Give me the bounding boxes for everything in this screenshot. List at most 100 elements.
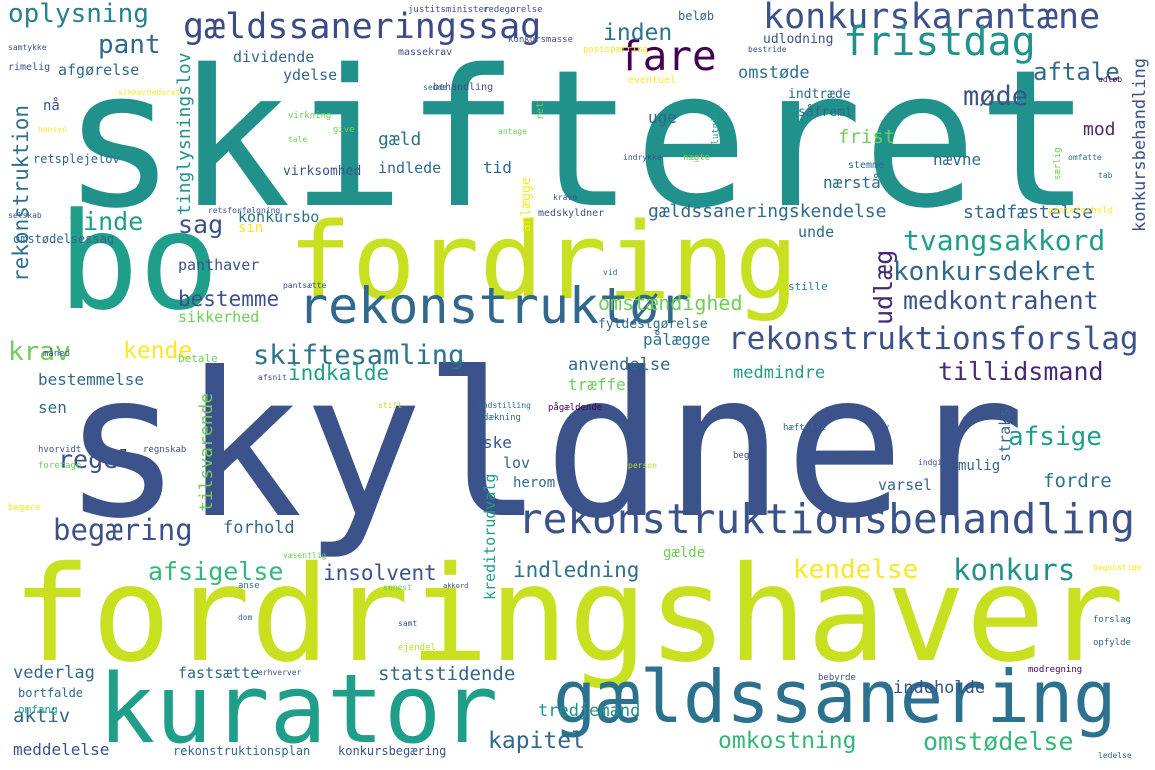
word: vederlag bbox=[13, 663, 95, 683]
word: virkning bbox=[288, 111, 331, 121]
word: postspærring bbox=[583, 45, 648, 55]
word: mod bbox=[1083, 119, 1116, 140]
word: ske bbox=[483, 433, 512, 452]
word: anse bbox=[238, 581, 260, 591]
word: bebyrde bbox=[818, 673, 856, 683]
word: forhold bbox=[223, 518, 295, 538]
word: konkursdekret bbox=[893, 257, 1097, 287]
word: kapitel bbox=[488, 728, 585, 754]
word: begunstige bbox=[1093, 563, 1141, 572]
word: gælde bbox=[663, 545, 705, 561]
word: regnskab bbox=[143, 445, 186, 455]
word: meddelelse bbox=[13, 740, 109, 759]
word: fyldestgørelse bbox=[598, 317, 708, 332]
word: udlodning bbox=[763, 32, 833, 47]
word: lov bbox=[503, 454, 530, 472]
word: gæld bbox=[378, 129, 421, 150]
word: konkurskarantæne bbox=[763, 0, 1100, 37]
word: afgørelse bbox=[58, 61, 139, 79]
word: fordre bbox=[1043, 470, 1112, 492]
word: samt bbox=[398, 619, 417, 628]
word: kendelse bbox=[793, 555, 918, 585]
word: aftale bbox=[1033, 58, 1120, 86]
word: tinglysningslov bbox=[174, 52, 195, 215]
word: hvorvidt bbox=[38, 445, 81, 455]
word: omstødelsessag bbox=[13, 232, 114, 246]
word: rekonstruktionsforslag bbox=[728, 321, 1139, 357]
word: konkursbo bbox=[238, 208, 319, 226]
word: krave bbox=[553, 193, 577, 202]
word: skyldner bbox=[62, 330, 1025, 563]
word: dækning bbox=[483, 413, 521, 423]
word: nå bbox=[43, 97, 60, 114]
word: redegørelse bbox=[483, 5, 543, 15]
word: samtykke bbox=[8, 43, 47, 52]
word: afsigelse bbox=[148, 557, 283, 586]
word: ledelse bbox=[1098, 751, 1132, 760]
word: pålægge bbox=[643, 330, 710, 349]
word: sende bbox=[423, 83, 447, 92]
word: statstidende bbox=[378, 663, 515, 685]
word: begære bbox=[8, 503, 41, 513]
word: gældssaneringssag bbox=[183, 7, 541, 47]
word: særlig bbox=[1053, 147, 1063, 180]
word: medskyldner bbox=[538, 208, 604, 219]
word: massekrav bbox=[398, 47, 452, 58]
word: begæring bbox=[53, 513, 193, 547]
word: kurator bbox=[98, 655, 498, 765]
word: væsentlig bbox=[283, 551, 327, 560]
word: panthaver bbox=[178, 256, 259, 274]
word: uge bbox=[648, 108, 677, 127]
word: bestride bbox=[748, 45, 787, 54]
word: omfatte bbox=[1068, 153, 1102, 162]
word: konkurs bbox=[953, 553, 1075, 587]
word: foretage bbox=[38, 461, 81, 471]
word: ret bbox=[535, 102, 546, 120]
word: afsnit bbox=[258, 373, 287, 382]
word: bo bbox=[58, 184, 219, 340]
word: aktiv bbox=[13, 705, 70, 727]
word: skiftesamling bbox=[253, 340, 464, 371]
word: rekonstruktør bbox=[298, 277, 689, 335]
word: justitsminister bbox=[408, 5, 490, 15]
word: behandling bbox=[433, 82, 493, 93]
word: pant bbox=[98, 30, 161, 60]
word: kende bbox=[123, 338, 192, 364]
word: sen bbox=[38, 398, 67, 417]
word: indtræde bbox=[788, 87, 851, 102]
word: fordring bbox=[288, 200, 799, 323]
word: såfremt bbox=[798, 105, 853, 120]
word: bestemmelse bbox=[38, 370, 144, 389]
word: omfang bbox=[18, 703, 58, 716]
word: stift bbox=[378, 401, 402, 410]
word: tvangsakkord bbox=[903, 224, 1105, 257]
word: erhverver bbox=[258, 668, 302, 677]
word: sikkerhedsret bbox=[118, 88, 181, 97]
word: tid bbox=[483, 158, 512, 177]
word: krav bbox=[8, 337, 71, 367]
word: tab bbox=[1098, 171, 1113, 180]
word: omstødelse bbox=[923, 727, 1074, 756]
word: sin bbox=[238, 220, 263, 236]
word: konkursbehandling bbox=[1130, 58, 1150, 232]
word: senest bbox=[383, 583, 412, 592]
word: tilsvarende bbox=[196, 393, 217, 512]
word: rekonstruktionsplan bbox=[173, 744, 310, 758]
word: udløb bbox=[1098, 75, 1122, 84]
word: stadfæstelse bbox=[963, 202, 1093, 223]
word: regel bbox=[58, 445, 133, 474]
word: retsforfølgning bbox=[208, 206, 280, 215]
word: sag bbox=[178, 210, 223, 239]
word: herom bbox=[513, 475, 555, 491]
word: bestemme bbox=[178, 287, 279, 311]
word: opfylde bbox=[1093, 638, 1131, 648]
word: måned bbox=[43, 348, 70, 359]
word: indeholde bbox=[893, 678, 985, 698]
word: omkostning bbox=[718, 728, 856, 754]
word: give bbox=[333, 125, 355, 135]
word: varsel bbox=[878, 476, 932, 494]
word: rekonstruktionsbehandling bbox=[518, 495, 1135, 543]
word: fristdag bbox=[843, 19, 1036, 65]
